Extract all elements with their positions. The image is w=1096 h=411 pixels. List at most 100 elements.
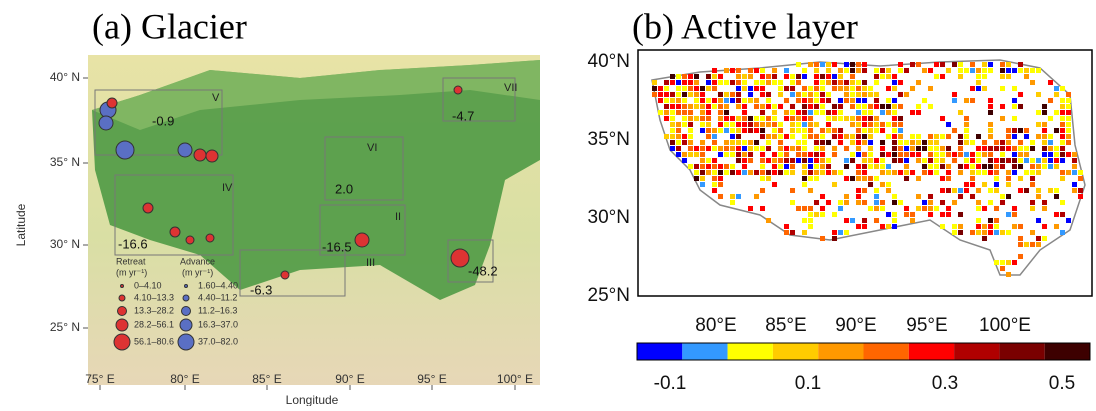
cell <box>940 152 945 157</box>
cell <box>946 188 951 193</box>
cell <box>784 98 789 103</box>
cell <box>988 158 993 163</box>
cell <box>862 200 867 205</box>
cell <box>934 206 939 211</box>
cell <box>946 134 951 139</box>
cell <box>772 182 777 187</box>
cell <box>682 80 687 85</box>
cell <box>1000 266 1005 271</box>
cell <box>910 140 915 145</box>
cell <box>970 68 975 73</box>
cell <box>850 104 855 109</box>
cell <box>808 170 813 175</box>
cell <box>886 224 891 229</box>
cell <box>970 176 975 181</box>
cell <box>1048 158 1053 163</box>
cell <box>790 188 795 193</box>
cell <box>940 188 945 193</box>
cell <box>712 80 717 85</box>
cell <box>814 134 819 139</box>
cell <box>712 134 717 139</box>
cell <box>886 86 891 91</box>
colorbar-segment <box>727 343 773 360</box>
cell <box>790 74 795 79</box>
cell <box>976 206 981 211</box>
cell <box>712 104 717 109</box>
cell <box>748 152 753 157</box>
cell <box>802 152 807 157</box>
cell <box>988 164 993 169</box>
cell <box>910 212 915 217</box>
legend-label: 0–4.10 <box>134 280 162 290</box>
cell <box>808 92 813 97</box>
cell <box>958 110 963 115</box>
cell <box>730 146 735 151</box>
cell <box>1012 68 1017 73</box>
cell <box>1006 170 1011 175</box>
cell <box>808 86 813 91</box>
cell <box>784 68 789 73</box>
cell <box>1018 62 1023 67</box>
cell <box>694 74 699 79</box>
cell <box>760 122 765 127</box>
cell <box>1042 206 1047 211</box>
cell <box>682 158 687 163</box>
cell <box>778 104 783 109</box>
cell <box>1030 140 1035 145</box>
cell <box>676 152 681 157</box>
cell <box>982 68 987 73</box>
cell <box>838 74 843 79</box>
cell <box>820 164 825 169</box>
cell <box>694 176 699 181</box>
cell <box>790 110 795 115</box>
cell <box>1030 182 1035 187</box>
cell <box>1042 236 1047 241</box>
cell <box>832 104 837 109</box>
cell <box>652 86 657 91</box>
cell <box>826 200 831 205</box>
x-tick-label: 95° E <box>417 372 446 386</box>
cell <box>1066 128 1071 133</box>
cell <box>802 110 807 115</box>
cell <box>790 92 795 97</box>
cell <box>676 74 681 79</box>
cell <box>754 194 759 199</box>
cell <box>766 92 771 97</box>
cell <box>892 110 897 115</box>
cell <box>736 104 741 109</box>
cell <box>1048 152 1053 157</box>
cell <box>862 98 867 103</box>
cell <box>694 116 699 121</box>
cell <box>700 152 705 157</box>
cell <box>910 146 915 151</box>
y-tick-label: 40° N <box>50 70 80 84</box>
cell <box>802 116 807 121</box>
cell <box>1054 164 1059 169</box>
cell <box>1036 92 1041 97</box>
cell <box>754 122 759 127</box>
cell <box>1012 128 1017 133</box>
cell <box>1066 110 1071 115</box>
cell <box>856 80 861 85</box>
cell <box>1072 182 1077 187</box>
cell <box>874 176 879 181</box>
cell <box>796 122 801 127</box>
cell <box>700 98 705 103</box>
cell <box>1030 80 1035 85</box>
cell <box>862 134 867 139</box>
cell <box>1042 140 1047 145</box>
cell <box>676 92 681 97</box>
cell <box>856 128 861 133</box>
cell <box>802 206 807 211</box>
cell <box>772 152 777 157</box>
cell <box>820 212 825 217</box>
cell <box>832 146 837 151</box>
cell <box>760 146 765 151</box>
cell <box>1018 242 1023 247</box>
cell <box>676 128 681 133</box>
cell <box>766 134 771 139</box>
cell <box>850 86 855 91</box>
region-value: -4.7 <box>452 108 474 123</box>
region-label: IV <box>222 182 233 194</box>
cell <box>892 122 897 127</box>
